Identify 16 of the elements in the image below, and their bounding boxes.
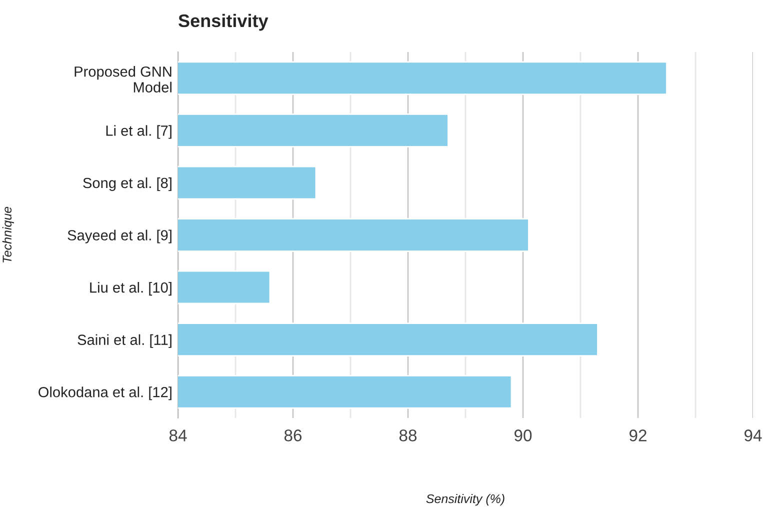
x-tick-label: 84 (169, 430, 187, 442)
y-tick-label: Song et al. [8] (83, 177, 172, 192)
y-tick-label: Liu et al. [10] (90, 282, 172, 296)
x-tick-label: 90 (514, 430, 532, 442)
y-tick-label: Proposed GNN Model (74, 66, 172, 92)
y-tick-label: Saini et al. [11] (78, 334, 172, 348)
x-tick-label: 94 (744, 430, 762, 442)
x-axis-title: Sensitivity (%) (426, 494, 504, 506)
chart-title: Sensitivity (178, 14, 268, 31)
y-tick-label: Li et al. [7] (106, 125, 172, 139)
y-tick-label: Sayeed et al. [9] (68, 230, 172, 244)
x-tick-label: 88 (399, 430, 417, 442)
x-tick-label: 86 (284, 430, 302, 442)
x-tick-label: 92 (630, 430, 646, 442)
y-axis-title: Technique (2, 206, 14, 262)
y-tick-label: Olokodana et al. [12] (38, 386, 172, 400)
